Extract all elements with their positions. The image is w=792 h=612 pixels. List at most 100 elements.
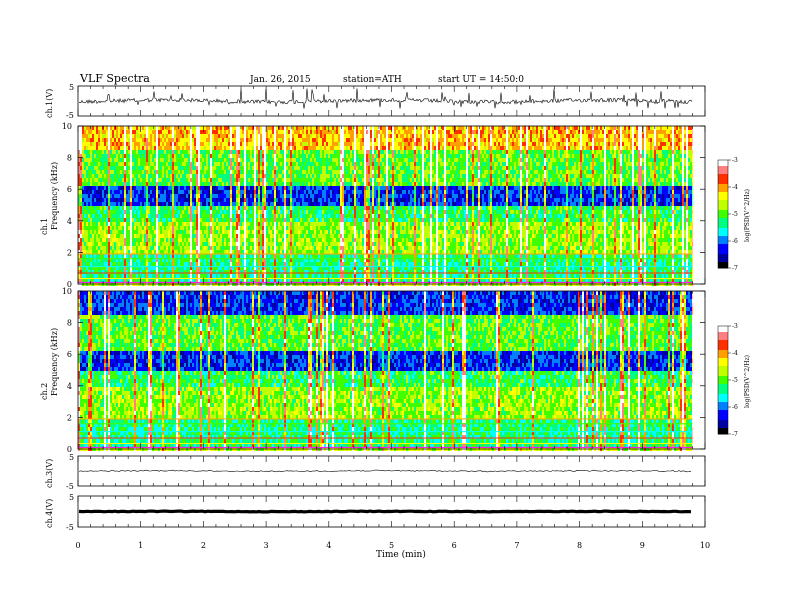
heatmap-cell: [638, 126, 640, 130]
heatmap-cell: [622, 142, 624, 146]
heatmap-cell: [548, 166, 550, 170]
heatmap-cell: [104, 134, 106, 138]
heatmap-cell: [634, 158, 636, 162]
heatmap-cell: [526, 162, 528, 166]
heatmap-cell: [390, 162, 392, 166]
heatmap-cell: [446, 126, 448, 130]
heatmap-cell: [328, 138, 330, 142]
heatmap-cell: [436, 186, 438, 190]
heatmap-cell: [392, 126, 394, 130]
heatmap-cell: [362, 162, 364, 166]
heatmap-cell: [126, 130, 128, 134]
heatmap-cell: [284, 134, 286, 138]
heatmap-cell: [324, 178, 326, 182]
heatmap-cell: [540, 166, 542, 170]
heatmap-cell: [536, 126, 538, 130]
heatmap-cell: [154, 154, 156, 158]
heatmap-cell: [280, 170, 282, 174]
heatmap-cell: [214, 170, 216, 174]
heatmap-cell: [132, 154, 134, 158]
heatmap-cell: [570, 170, 572, 174]
heatmap-cell: [232, 182, 234, 186]
heatmap-cell: [572, 166, 574, 170]
heatmap-cell: [336, 166, 338, 170]
heatmap-cell: [82, 178, 84, 182]
heatmap-cell: [414, 158, 416, 162]
heatmap-cell: [268, 154, 270, 158]
heatmap-cell: [114, 186, 116, 190]
heatmap-cell: [254, 182, 256, 186]
heatmap-cell: [654, 134, 656, 138]
heatmap-cell: [446, 178, 448, 182]
heatmap-cell: [284, 162, 286, 166]
heatmap-cell: [372, 178, 374, 182]
heatmap-cell: [428, 142, 430, 146]
heatmap-cell: [484, 150, 486, 154]
heatmap-cell: [372, 174, 374, 178]
heatmap-cell: [82, 130, 84, 134]
heatmap-cell: [256, 186, 258, 190]
heatmap-cell: [348, 162, 350, 166]
heatmap-cell: [470, 130, 472, 134]
heatmap-cell: [418, 186, 420, 190]
heatmap-cell: [242, 174, 244, 178]
heatmap-cell: [90, 134, 92, 138]
heatmap-cell: [456, 126, 458, 130]
heatmap-cell: [606, 174, 608, 178]
heatmap-cell: [202, 138, 204, 142]
heatmap-cell: [330, 162, 332, 166]
heatmap-cell: [570, 186, 572, 190]
heatmap-cell: [296, 162, 298, 166]
heatmap-cell: [342, 158, 344, 162]
heatmap-cell: [500, 182, 502, 186]
heatmap-cell: [84, 154, 86, 158]
heatmap-cell: [378, 186, 380, 190]
heatmap-cell: [104, 174, 106, 178]
heatmap-cell: [142, 162, 144, 166]
heatmap-cell: [134, 190, 136, 194]
heatmap-cell: [650, 158, 652, 162]
heatmap-cell: [202, 174, 204, 178]
heatmap-cell: [558, 150, 560, 154]
heatmap-cell: [402, 170, 404, 174]
heatmap-cell: [556, 162, 558, 166]
heatmap-cell: [558, 126, 560, 130]
heatmap-cell: [98, 138, 100, 142]
heatmap-cell: [338, 142, 340, 146]
heatmap-cell: [624, 178, 626, 182]
heatmap-cell: [396, 150, 398, 154]
heatmap-cell: [534, 130, 536, 134]
heatmap-cell: [88, 150, 90, 154]
heatmap-cell: [686, 154, 688, 158]
heatmap-cell: [234, 154, 236, 158]
heatmap-cell: [250, 170, 252, 174]
heatmap-cell: [246, 142, 248, 146]
heatmap-cell: [392, 146, 394, 150]
heatmap-cell: [396, 162, 398, 166]
heatmap-cell: [510, 166, 512, 170]
heatmap-cell: [166, 174, 168, 178]
heatmap-cell: [174, 150, 176, 154]
heatmap-cell: [354, 178, 356, 182]
heatmap-cell: [628, 162, 630, 166]
heatmap-cell: [238, 178, 240, 182]
heatmap-cell: [368, 174, 370, 178]
heatmap-cell: [366, 142, 368, 146]
heatmap-cell: [338, 186, 340, 190]
heatmap-cell: [606, 130, 608, 134]
heatmap-cell: [114, 130, 116, 134]
heatmap-cell: [378, 158, 380, 162]
heatmap-cell: [248, 166, 250, 170]
heatmap-cell: [318, 154, 320, 158]
heatmap-cell: [484, 126, 486, 130]
heatmap-cell: [266, 162, 268, 166]
heatmap-cell: [116, 182, 118, 186]
heatmap-cell: [670, 142, 672, 146]
heatmap-cell: [384, 162, 386, 166]
heatmap-cell: [332, 154, 334, 158]
heatmap-cell: [616, 182, 618, 186]
heatmap-cell: [468, 138, 470, 142]
heatmap-cell: [348, 142, 350, 146]
heatmap-cell: [436, 174, 438, 178]
heatmap-cell: [326, 138, 328, 142]
